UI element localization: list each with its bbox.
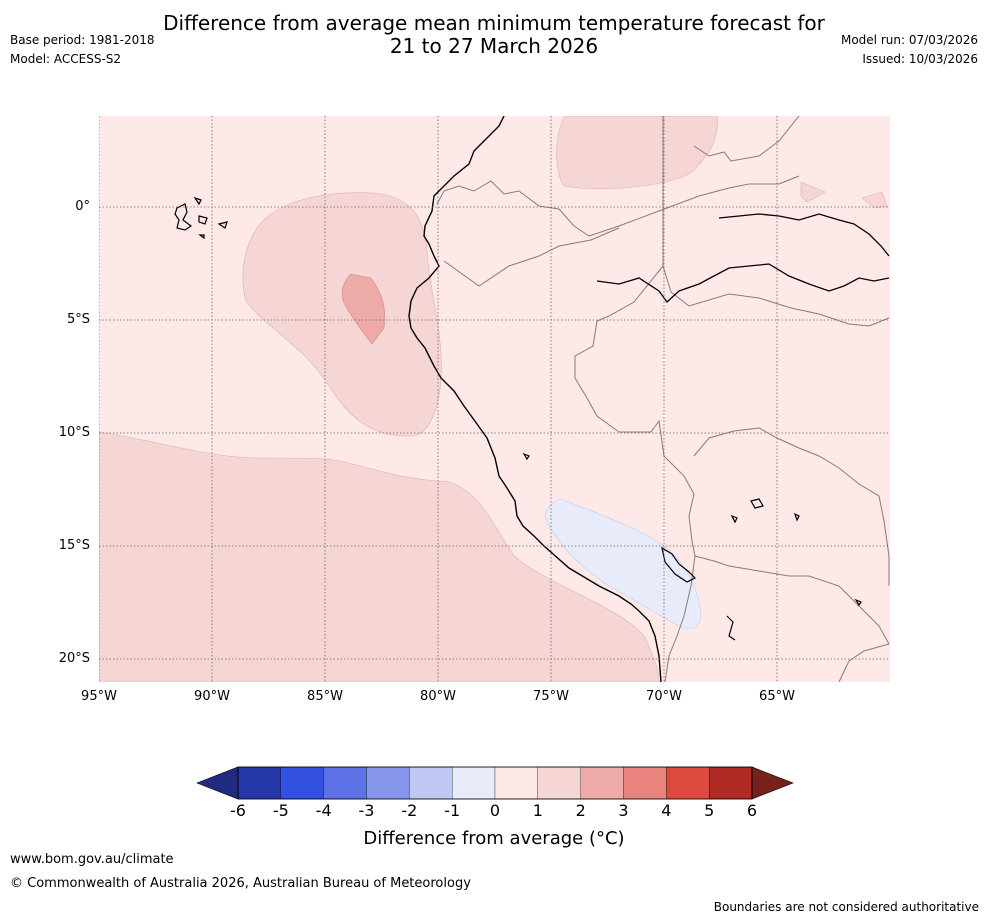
copyright-notice: © Commonwealth of Australia 2026, Austra…	[10, 876, 471, 891]
colorbar-bin-4-to-5	[666, 766, 710, 800]
issued-date: Issued: 10/03/2026	[862, 52, 978, 66]
colorbar-tick-0: 0	[489, 801, 501, 820]
colorbar-bin-0-to-1	[494, 766, 538, 800]
colorbar-tick-6: 6	[746, 801, 758, 820]
anomaly-region-1-2-patch-east	[800, 181, 826, 203]
lon-label-85w: 85°W	[307, 689, 343, 704]
colorbar-bin--2-to--1	[409, 766, 453, 800]
colorbar-tick-5: 5	[704, 801, 715, 820]
colorbar-tick--1: -1	[444, 801, 461, 820]
colorbar-bin--5-to--4	[280, 766, 324, 800]
colorbar-bin--3-to--2	[366, 766, 410, 800]
anomaly-region-1-2-patch-far-east	[861, 191, 888, 209]
lat-label-5s: 5°S	[66, 312, 90, 327]
country-borders	[436, 116, 890, 682]
anomaly-region-1-2-galapagos	[242, 192, 442, 437]
title-line-2: 21 to 27 March 2026	[389, 34, 599, 58]
website-link[interactable]: www.bom.gov.au/climate	[10, 852, 174, 867]
colorbar-bin--4-to--3	[323, 766, 367, 800]
colorbar	[196, 766, 794, 800]
lat-label-15s: 15°S	[58, 538, 90, 553]
amazon-river-north	[718, 213, 890, 257]
colorbar-frame	[237, 766, 753, 800]
colorbar-tick-3: 3	[618, 801, 629, 820]
amazon-river	[596, 263, 890, 303]
base-period: Base period: 1981-2018	[10, 33, 155, 47]
anomaly-region-1-2-amazon-north	[556, 116, 718, 189]
lat-label-20s: 20°S	[58, 651, 90, 666]
coastline	[408, 116, 662, 682]
colorbar-bin--6-to--5	[237, 766, 281, 800]
colorbar-label: Difference from average (°C)	[363, 828, 625, 849]
lon-label-75w: 75°W	[533, 689, 569, 704]
anomaly-region-1-2-ocean-south	[99, 431, 660, 682]
colorbar-extend-low	[196, 766, 239, 800]
colorbar-bin-5-to-6	[709, 766, 753, 800]
lon-label-80w: 80°W	[420, 689, 456, 704]
lon-label-65w: 65°W	[759, 689, 795, 704]
lake-titicaca	[661, 546, 697, 583]
colorbar-tick-4: 4	[661, 801, 672, 820]
colorbar-extend-high	[751, 766, 794, 800]
lat-label-0: 0°	[75, 199, 90, 214]
inland-lakes	[522, 452, 862, 641]
colorbar-tick--5: -5	[272, 801, 289, 820]
galapagos-islands	[174, 196, 228, 240]
boundaries-disclaimer: Boundaries are not considered authoritat…	[713, 900, 979, 914]
lat-label-10s: 10°S	[58, 425, 90, 440]
colorbar-bin-3-to-4	[623, 766, 667, 800]
colorbar-bin--1-to-0	[452, 766, 496, 800]
lon-label-95w: 95°W	[81, 689, 117, 704]
title-line-1: Difference from average mean minimum tem…	[163, 11, 825, 35]
colorbar-tick-2: 2	[575, 801, 586, 820]
model-run-date: Model run: 07/03/2026	[840, 33, 978, 47]
lon-label-70w: 70°W	[646, 689, 682, 704]
colorbar-tick--2: -2	[401, 801, 418, 820]
colorbar-tick--4: -4	[315, 801, 332, 820]
colorbar-bin-1-to-2	[537, 766, 581, 800]
colorbar-tick-1: 1	[532, 801, 543, 820]
anomaly-region-2-3	[341, 273, 386, 345]
colorbar-bin-2-to-3	[580, 766, 624, 800]
graticule	[99, 116, 890, 682]
lon-label-90w: 90°W	[194, 689, 230, 704]
colorbar-tick--6: -6	[230, 801, 246, 820]
chart-title: Difference from average mean minimum tem…	[0, 12, 988, 58]
forecast-map	[99, 116, 890, 682]
model-name: Model: ACCESS-S2	[10, 52, 122, 66]
anomaly-region-minus1-0	[544, 498, 702, 630]
colorbar-tick--3: -3	[358, 801, 375, 820]
